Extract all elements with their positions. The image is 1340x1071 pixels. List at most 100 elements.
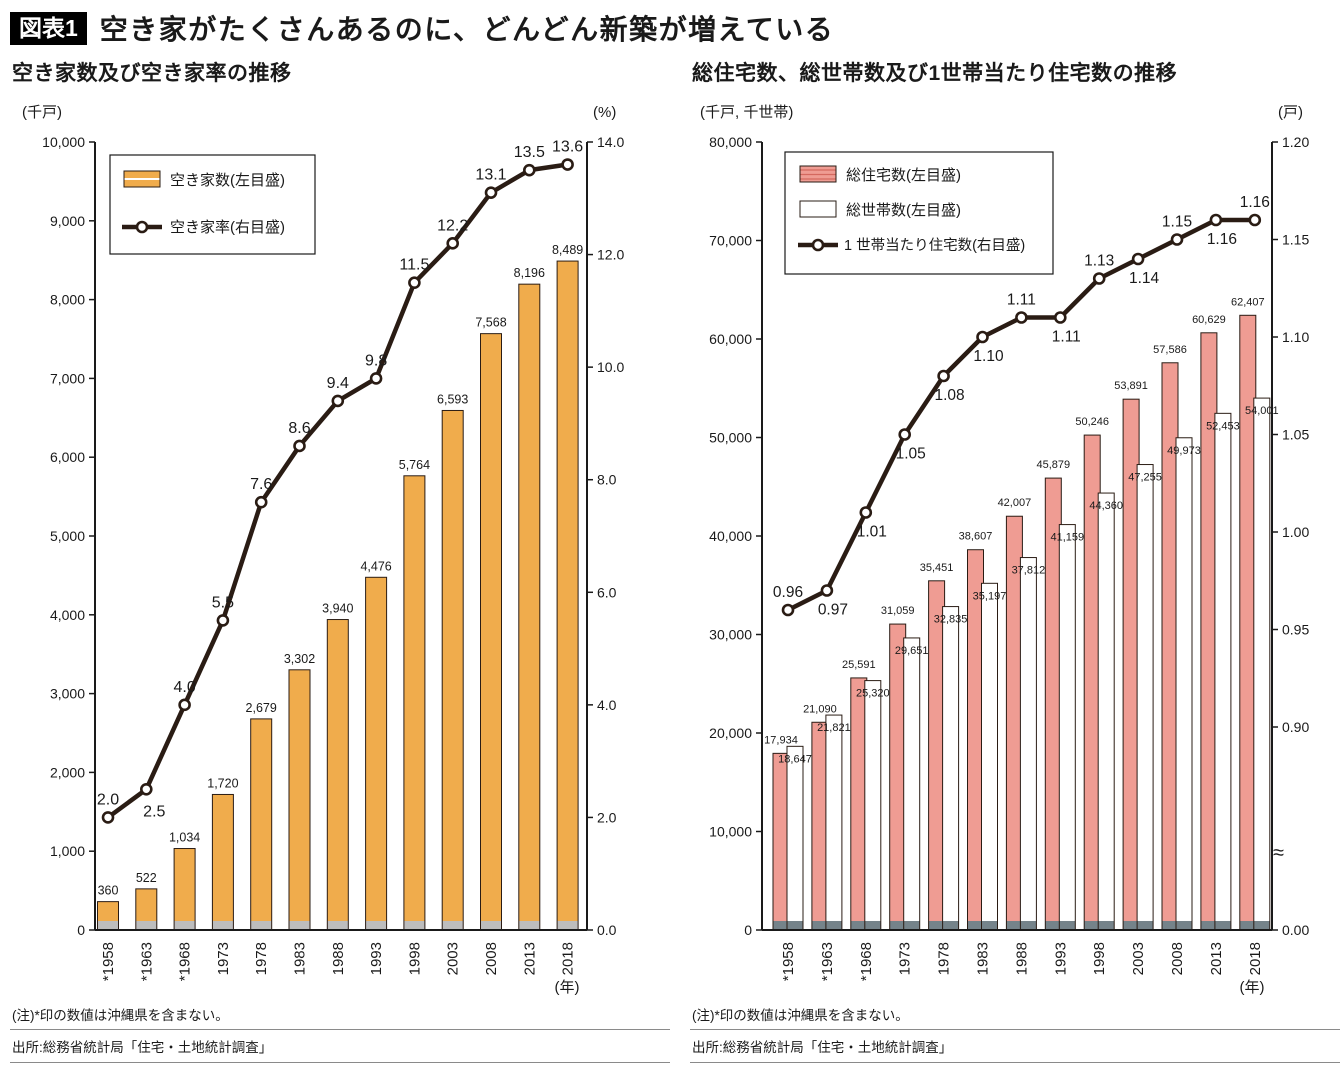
bar-value-label: 8,489 (552, 243, 583, 257)
line-marker (101, 811, 115, 824)
x-tick-label: 2018 (560, 942, 577, 975)
line-marker (1170, 233, 1184, 246)
y-tick-label-left: 7,000 (50, 370, 85, 386)
x-tick-label: 1993 (1052, 942, 1069, 975)
bar-base (1137, 921, 1154, 930)
housing-value-label: 38,607 (959, 531, 993, 543)
vacant-homes-bar (480, 333, 502, 930)
chart-subtitle-left: 空き家数及び空き家率の推移 (12, 62, 292, 85)
y-tick-label-right: 1.10 (1282, 329, 1309, 345)
households-value-label: 32,835 (934, 614, 968, 626)
households-value-label: 25,320 (856, 688, 890, 700)
vacant-homes-bar (174, 848, 196, 930)
y-tick-label-left: 1,000 (50, 843, 85, 859)
housing-value-label: 50,246 (1075, 416, 1109, 428)
x-tick-label: 2008 (1169, 942, 1186, 975)
line-marker (561, 158, 574, 171)
bar-base (1176, 921, 1192, 930)
total-households-bar (1098, 493, 1115, 930)
y-tick-label-right: 4.0 (597, 697, 617, 713)
bar-value-label: 1,720 (207, 776, 238, 790)
x-tick-label: 1993 (368, 942, 385, 975)
figure-header: 図表1 空き家がたくさんあるのに、どんどん新築が増えている (10, 8, 1330, 48)
x-tick-label: 2003 (445, 942, 462, 975)
total-households-bar (825, 715, 842, 930)
chart-panels: 空き家数及び空き家率の推移 (千戸) (%) 0 1,000 2,000 3,000 4,0… (10, 55, 1340, 1063)
bar-base (1123, 921, 1140, 930)
households-value-label: 18,647 (778, 753, 812, 765)
housing-value-label: 62,407 (1231, 296, 1265, 308)
line-marker (446, 237, 460, 250)
households-value-label: 41,159 (1050, 532, 1084, 544)
bar-base (442, 921, 464, 930)
vacant-homes-bar (403, 475, 425, 930)
x-tick-label: 2013 (1208, 942, 1225, 975)
x-tick-label: 2013 (521, 942, 538, 975)
ratio-value-label: 1.15 (1162, 214, 1192, 231)
vacant-homes-bar (365, 577, 387, 930)
housing-value-label: 35,451 (920, 562, 954, 574)
households-value-label: 44,360 (1089, 500, 1123, 512)
x-tick-label: 1983 (975, 942, 992, 975)
y-tick-label-left: 2,000 (50, 764, 85, 780)
axis-break-mark: ≈ (1273, 842, 1284, 864)
housing-value-label: 57,586 (1153, 344, 1187, 356)
y-tick-label-left: 3,000 (50, 686, 85, 702)
x-tick-label: 1988 (1013, 942, 1030, 975)
bar-base (942, 921, 959, 930)
rate-value-label: 9.8 (365, 352, 387, 369)
bar-base (850, 921, 867, 930)
vacant-homes-chart-canvas: (千戸) (%) 0 1,000 2,000 3,000 4,000 5,000 6,000 7,… (22, 104, 624, 996)
bar-base (327, 921, 349, 930)
axis-unit-right: (%) (593, 104, 616, 121)
legend-line-marker (811, 238, 825, 252)
vacant-homes-bar (212, 794, 234, 930)
x-tick-label: 1978 (936, 942, 953, 975)
rate-value-label: 9.4 (327, 375, 349, 392)
chart-source-left: 出所:総務省統計局「住宅・土地統計調査」 (10, 1029, 670, 1063)
legend-label-vacant-homes: 空き家数(左目盛) (170, 172, 285, 189)
y-tick-label-right: 12.0 (597, 247, 624, 263)
bar-base (480, 921, 502, 930)
figure-number-badge: 図表1 (10, 11, 87, 45)
total-households-bar (787, 746, 803, 930)
bar-base (1214, 921, 1231, 930)
y-tick-label-left: 0 (77, 922, 85, 938)
ratio-value-label: 0.96 (773, 584, 803, 601)
ratio-value-label: 1.10 (973, 348, 1004, 365)
line-marker (331, 394, 345, 408)
legend-swatch-outline (799, 165, 837, 183)
legend-swatch-households (799, 200, 837, 218)
axis-unit-right: (戸) (1278, 104, 1303, 121)
rate-value-label: 4.0 (173, 679, 195, 696)
line-marker (820, 584, 834, 597)
legend-label-households: 総世帯数(左目盛) (846, 202, 961, 219)
bar-base (967, 921, 984, 930)
bar-base (1239, 921, 1256, 930)
total-housing-bar (928, 580, 945, 930)
bar-base (889, 921, 906, 930)
line-marker (1092, 272, 1106, 285)
legend-label-housing: 総住宅数(左目盛) (846, 167, 961, 184)
chart-note-right: (注)*印の数値は沖縄県を含まない。 (692, 1008, 909, 1023)
chart-note-left: (注)*印の数値は沖縄県を含まない。 (12, 1008, 229, 1023)
rate-value-label: 11.5 (399, 257, 429, 274)
y-tick-label-right-zero: 0.00 (1282, 922, 1309, 938)
bar-base (250, 921, 272, 930)
x-tick-label: 1983 (292, 942, 309, 975)
bar-base (981, 921, 998, 930)
x-tick-label: 1988 (330, 942, 347, 975)
line-marker (293, 439, 306, 453)
y-tick-label-left: 50,000 (709, 430, 752, 446)
housing-value-label: 53,891 (1114, 380, 1148, 392)
households-value-label: 37,812 (1012, 565, 1046, 577)
rate-value-label: 7.6 (250, 476, 272, 493)
line-marker (1015, 311, 1028, 324)
x-axis-unit: (年) (1240, 979, 1265, 996)
y-tick-label-left: 30,000 (709, 627, 752, 643)
total-households-bar (1059, 524, 1076, 930)
line-marker (1248, 213, 1262, 227)
y-tick-label-right: 1.20 (1282, 134, 1309, 150)
households-value-label: 29,651 (895, 645, 929, 657)
ratio-value-label: 1.05 (896, 446, 926, 463)
